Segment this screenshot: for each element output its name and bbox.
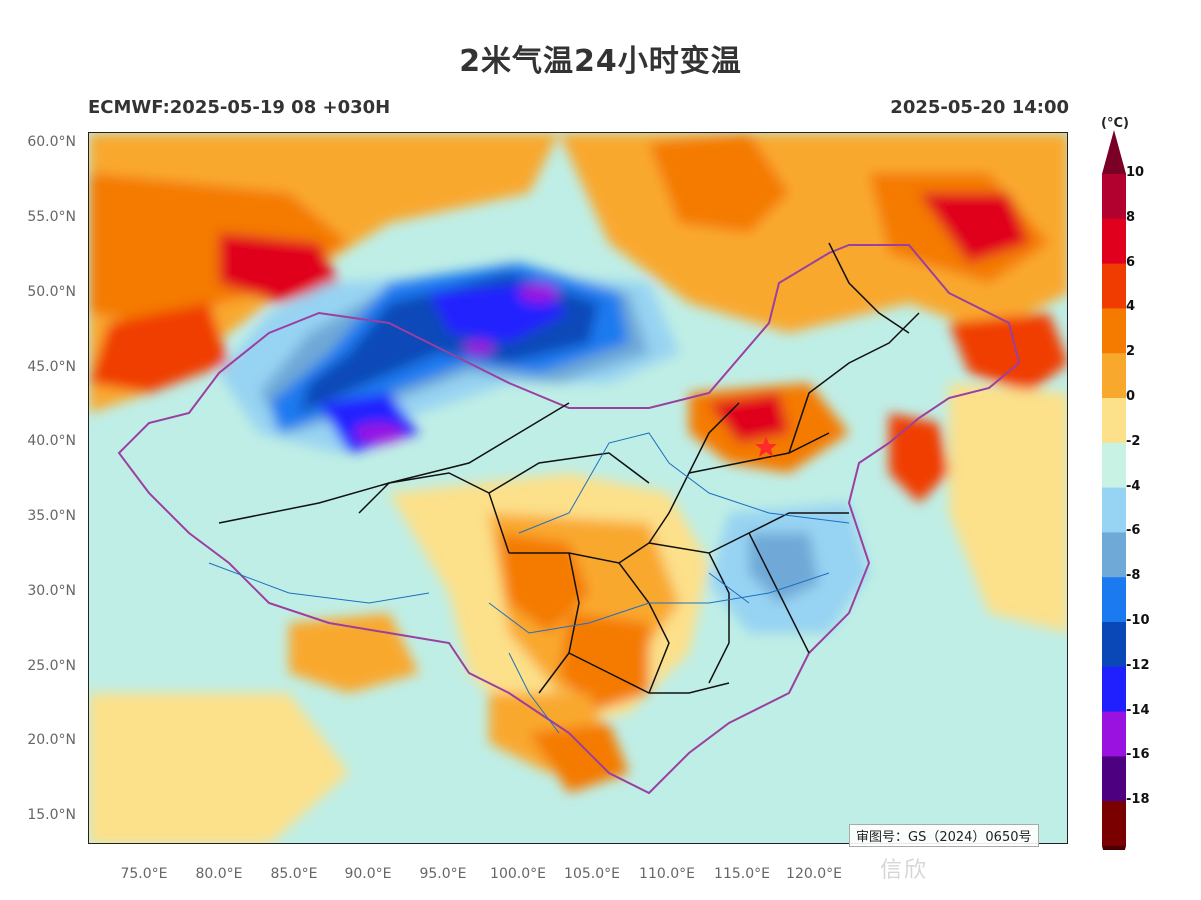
colorbar-tick-label: 2 xyxy=(1126,344,1136,360)
map-panel xyxy=(88,132,1068,844)
lon-label: 120.0°E xyxy=(786,866,842,882)
province-borders xyxy=(218,242,920,694)
colorbar-tick-label: -2 xyxy=(1126,433,1141,449)
colorbar-band xyxy=(1102,218,1126,265)
lat-label: 40.0°N xyxy=(27,433,76,449)
colorbar-tick-label: -10 xyxy=(1126,613,1150,628)
lon-label: 75.0°E xyxy=(120,866,168,882)
colorbar xyxy=(1102,130,1126,850)
map-approval-number: 审图号：GS（2024）0650号 xyxy=(849,824,1039,847)
colorbar-band xyxy=(1102,756,1126,802)
colorbar-band xyxy=(1102,577,1126,623)
colorbar-band xyxy=(1102,263,1126,309)
colorbar-tick-label: 10 xyxy=(1126,165,1145,180)
rivers xyxy=(208,432,850,734)
colorbar-tick-label: 6 xyxy=(1126,254,1136,270)
colorbar-tick-label: 0 xyxy=(1126,389,1136,404)
lat-label: 20.0°N xyxy=(27,732,76,748)
colorbar-band xyxy=(1102,398,1126,444)
colorbar-tick-label: 4 xyxy=(1126,299,1136,315)
colorbar-band xyxy=(1102,174,1126,220)
colorbar-tick-label: -8 xyxy=(1126,568,1141,584)
lat-label: 55.0°N xyxy=(27,209,76,225)
colorbar-band xyxy=(1102,487,1126,533)
beijing-star-icon xyxy=(755,436,777,457)
lat-label: 50.0°N xyxy=(27,284,76,300)
national-border xyxy=(117,244,1021,795)
colorbar-unit: (°C) xyxy=(1101,116,1129,131)
map-title: 2米气温24小时变温 xyxy=(459,44,742,79)
lat-label: 35.0°N xyxy=(27,508,76,524)
colorbar-band xyxy=(1102,353,1126,399)
colorbar-band xyxy=(1102,666,1126,713)
colorbar-tick-label: 8 xyxy=(1126,209,1136,225)
colorbar-band xyxy=(1102,801,1126,847)
lat-label: 45.0°N xyxy=(27,359,76,375)
lat-label: 25.0°N xyxy=(27,658,76,674)
lon-label: 110.0°E xyxy=(639,866,695,882)
colorbar-band xyxy=(1102,532,1126,578)
colorbar-tick-label: -18 xyxy=(1126,792,1150,808)
colorbar-band xyxy=(1102,622,1126,668)
lon-label: 100.0°E xyxy=(490,866,546,882)
colorbar-tick-label: -16 xyxy=(1126,747,1150,763)
lon-label: 115.0°E xyxy=(714,866,770,882)
lon-label: 85.0°E xyxy=(270,866,318,882)
colorbar-bottom-cap xyxy=(1102,846,1126,850)
colorbar-tick-label: -6 xyxy=(1126,523,1141,539)
lon-label: 105.0°E xyxy=(564,866,620,882)
colorbar-band xyxy=(1102,442,1126,489)
watermark: 信欣 xyxy=(880,858,929,883)
colorbar-top-cap xyxy=(1102,130,1126,174)
colorbar-tick-label: -4 xyxy=(1126,478,1141,494)
lat-label: 15.0°N xyxy=(27,807,76,823)
lat-label: 30.0°N xyxy=(27,583,76,599)
colorbar-band xyxy=(1102,711,1126,757)
temperature-change-map xyxy=(89,133,1067,843)
valid-time-label: 2025-05-20 14:00 xyxy=(890,97,1069,118)
lon-label: 80.0°E xyxy=(195,866,243,882)
lat-label: 60.0°N xyxy=(27,134,76,150)
lon-label: 90.0°E xyxy=(344,866,392,882)
model-run-label: ECMWF:2025-05-19 08 +030H xyxy=(88,97,391,118)
lon-label: 95.0°E xyxy=(419,866,467,882)
colorbar-band xyxy=(1102,308,1126,354)
colorbar-tick-label: -12 xyxy=(1126,657,1150,673)
colorbar-tick-label: -14 xyxy=(1126,702,1150,718)
